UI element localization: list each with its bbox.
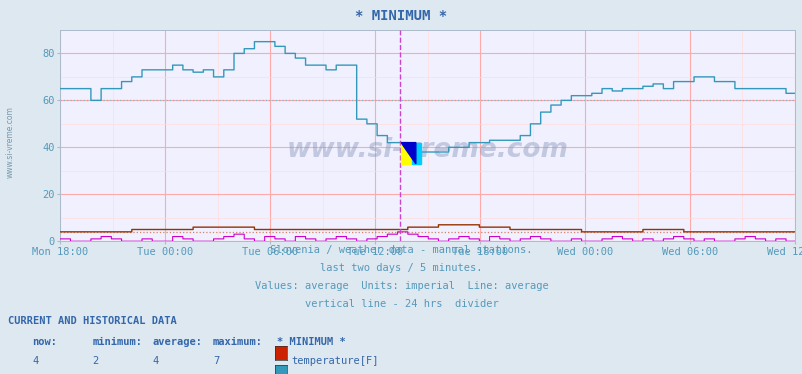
Text: Values: average  Units: imperial  Line: average: Values: average Units: imperial Line: av… bbox=[254, 281, 548, 291]
Text: vertical line - 24 hrs  divider: vertical line - 24 hrs divider bbox=[304, 299, 498, 309]
Text: 2: 2 bbox=[92, 356, 99, 366]
Text: www.si-vreme.com: www.si-vreme.com bbox=[286, 137, 568, 163]
Text: 7: 7 bbox=[213, 356, 219, 366]
Bar bbox=[411, 142, 420, 164]
Text: minimum:: minimum: bbox=[92, 337, 142, 347]
Text: 4: 4 bbox=[32, 356, 38, 366]
Text: maximum:: maximum: bbox=[213, 337, 262, 347]
Polygon shape bbox=[401, 142, 415, 164]
Text: average:: average: bbox=[152, 337, 202, 347]
Text: Slovenia / weather data - manual stations.: Slovenia / weather data - manual station… bbox=[270, 245, 532, 255]
Text: * MINIMUM *: * MINIMUM * bbox=[355, 9, 447, 23]
Text: * MINIMUM *: * MINIMUM * bbox=[277, 337, 346, 347]
Text: 4: 4 bbox=[152, 356, 159, 366]
Bar bbox=[401, 142, 414, 164]
Text: now:: now: bbox=[32, 337, 57, 347]
Text: last two days / 5 minutes.: last two days / 5 minutes. bbox=[320, 263, 482, 273]
Text: temperature[F]: temperature[F] bbox=[291, 356, 379, 366]
Text: CURRENT AND HISTORICAL DATA: CURRENT AND HISTORICAL DATA bbox=[8, 316, 176, 326]
Text: www.si-vreme.com: www.si-vreme.com bbox=[6, 106, 15, 178]
